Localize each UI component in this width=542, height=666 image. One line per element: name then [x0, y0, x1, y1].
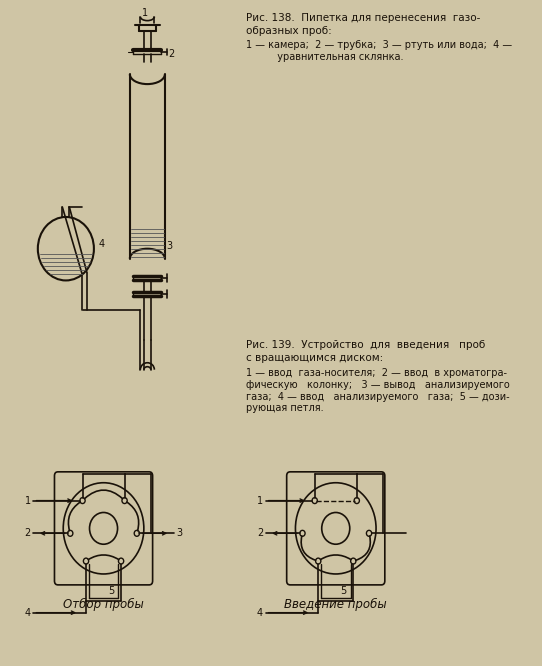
Text: Рис. 138.  Пипетка для перенесения  газо-: Рис. 138. Пипетка для перенесения газо- — [247, 13, 481, 23]
Text: газа;  4 — ввод   анализируемого   газа;  5 — дози-: газа; 4 — ввод анализируемого газа; 5 — … — [247, 392, 510, 402]
Text: образных проб:: образных проб: — [247, 25, 332, 35]
Text: 1 — ввод  газа-носителя;  2 — ввод  в хроматогра-: 1 — ввод газа-носителя; 2 — ввод в хрома… — [247, 368, 507, 378]
Text: 1: 1 — [257, 496, 263, 505]
Text: 3: 3 — [176, 528, 183, 538]
Text: 2: 2 — [24, 528, 31, 538]
Text: 5: 5 — [340, 586, 346, 596]
Text: Отбор пробы: Отбор пробы — [63, 598, 144, 611]
Text: 5: 5 — [108, 586, 114, 596]
Text: 4: 4 — [25, 607, 31, 617]
Text: с вращающимся диском:: с вращающимся диском: — [247, 353, 384, 363]
Text: 1: 1 — [25, 496, 31, 505]
Text: 3: 3 — [166, 240, 173, 250]
Text: 4: 4 — [257, 607, 263, 617]
Text: уравнительная склянка.: уравнительная склянка. — [247, 53, 404, 63]
Text: рующая петля.: рующая петля. — [247, 404, 324, 414]
Text: 4: 4 — [98, 238, 105, 248]
Text: фическую   колонку;   3 — вывод   анализируемого: фическую колонку; 3 — вывод анализируемо… — [247, 380, 510, 390]
Text: Введение пробы: Введение пробы — [285, 598, 387, 611]
Text: 2: 2 — [169, 49, 175, 59]
Text: 1: 1 — [141, 8, 148, 18]
Text: 1 — камера;  2 — трубка;  3 — ртуть или вода;  4 —: 1 — камера; 2 — трубка; 3 — ртуть или во… — [247, 41, 513, 51]
Text: 2: 2 — [257, 528, 263, 538]
Text: Рис. 139.  Устройство  для  введения   проб: Рис. 139. Устройство для введения проб — [247, 340, 486, 350]
